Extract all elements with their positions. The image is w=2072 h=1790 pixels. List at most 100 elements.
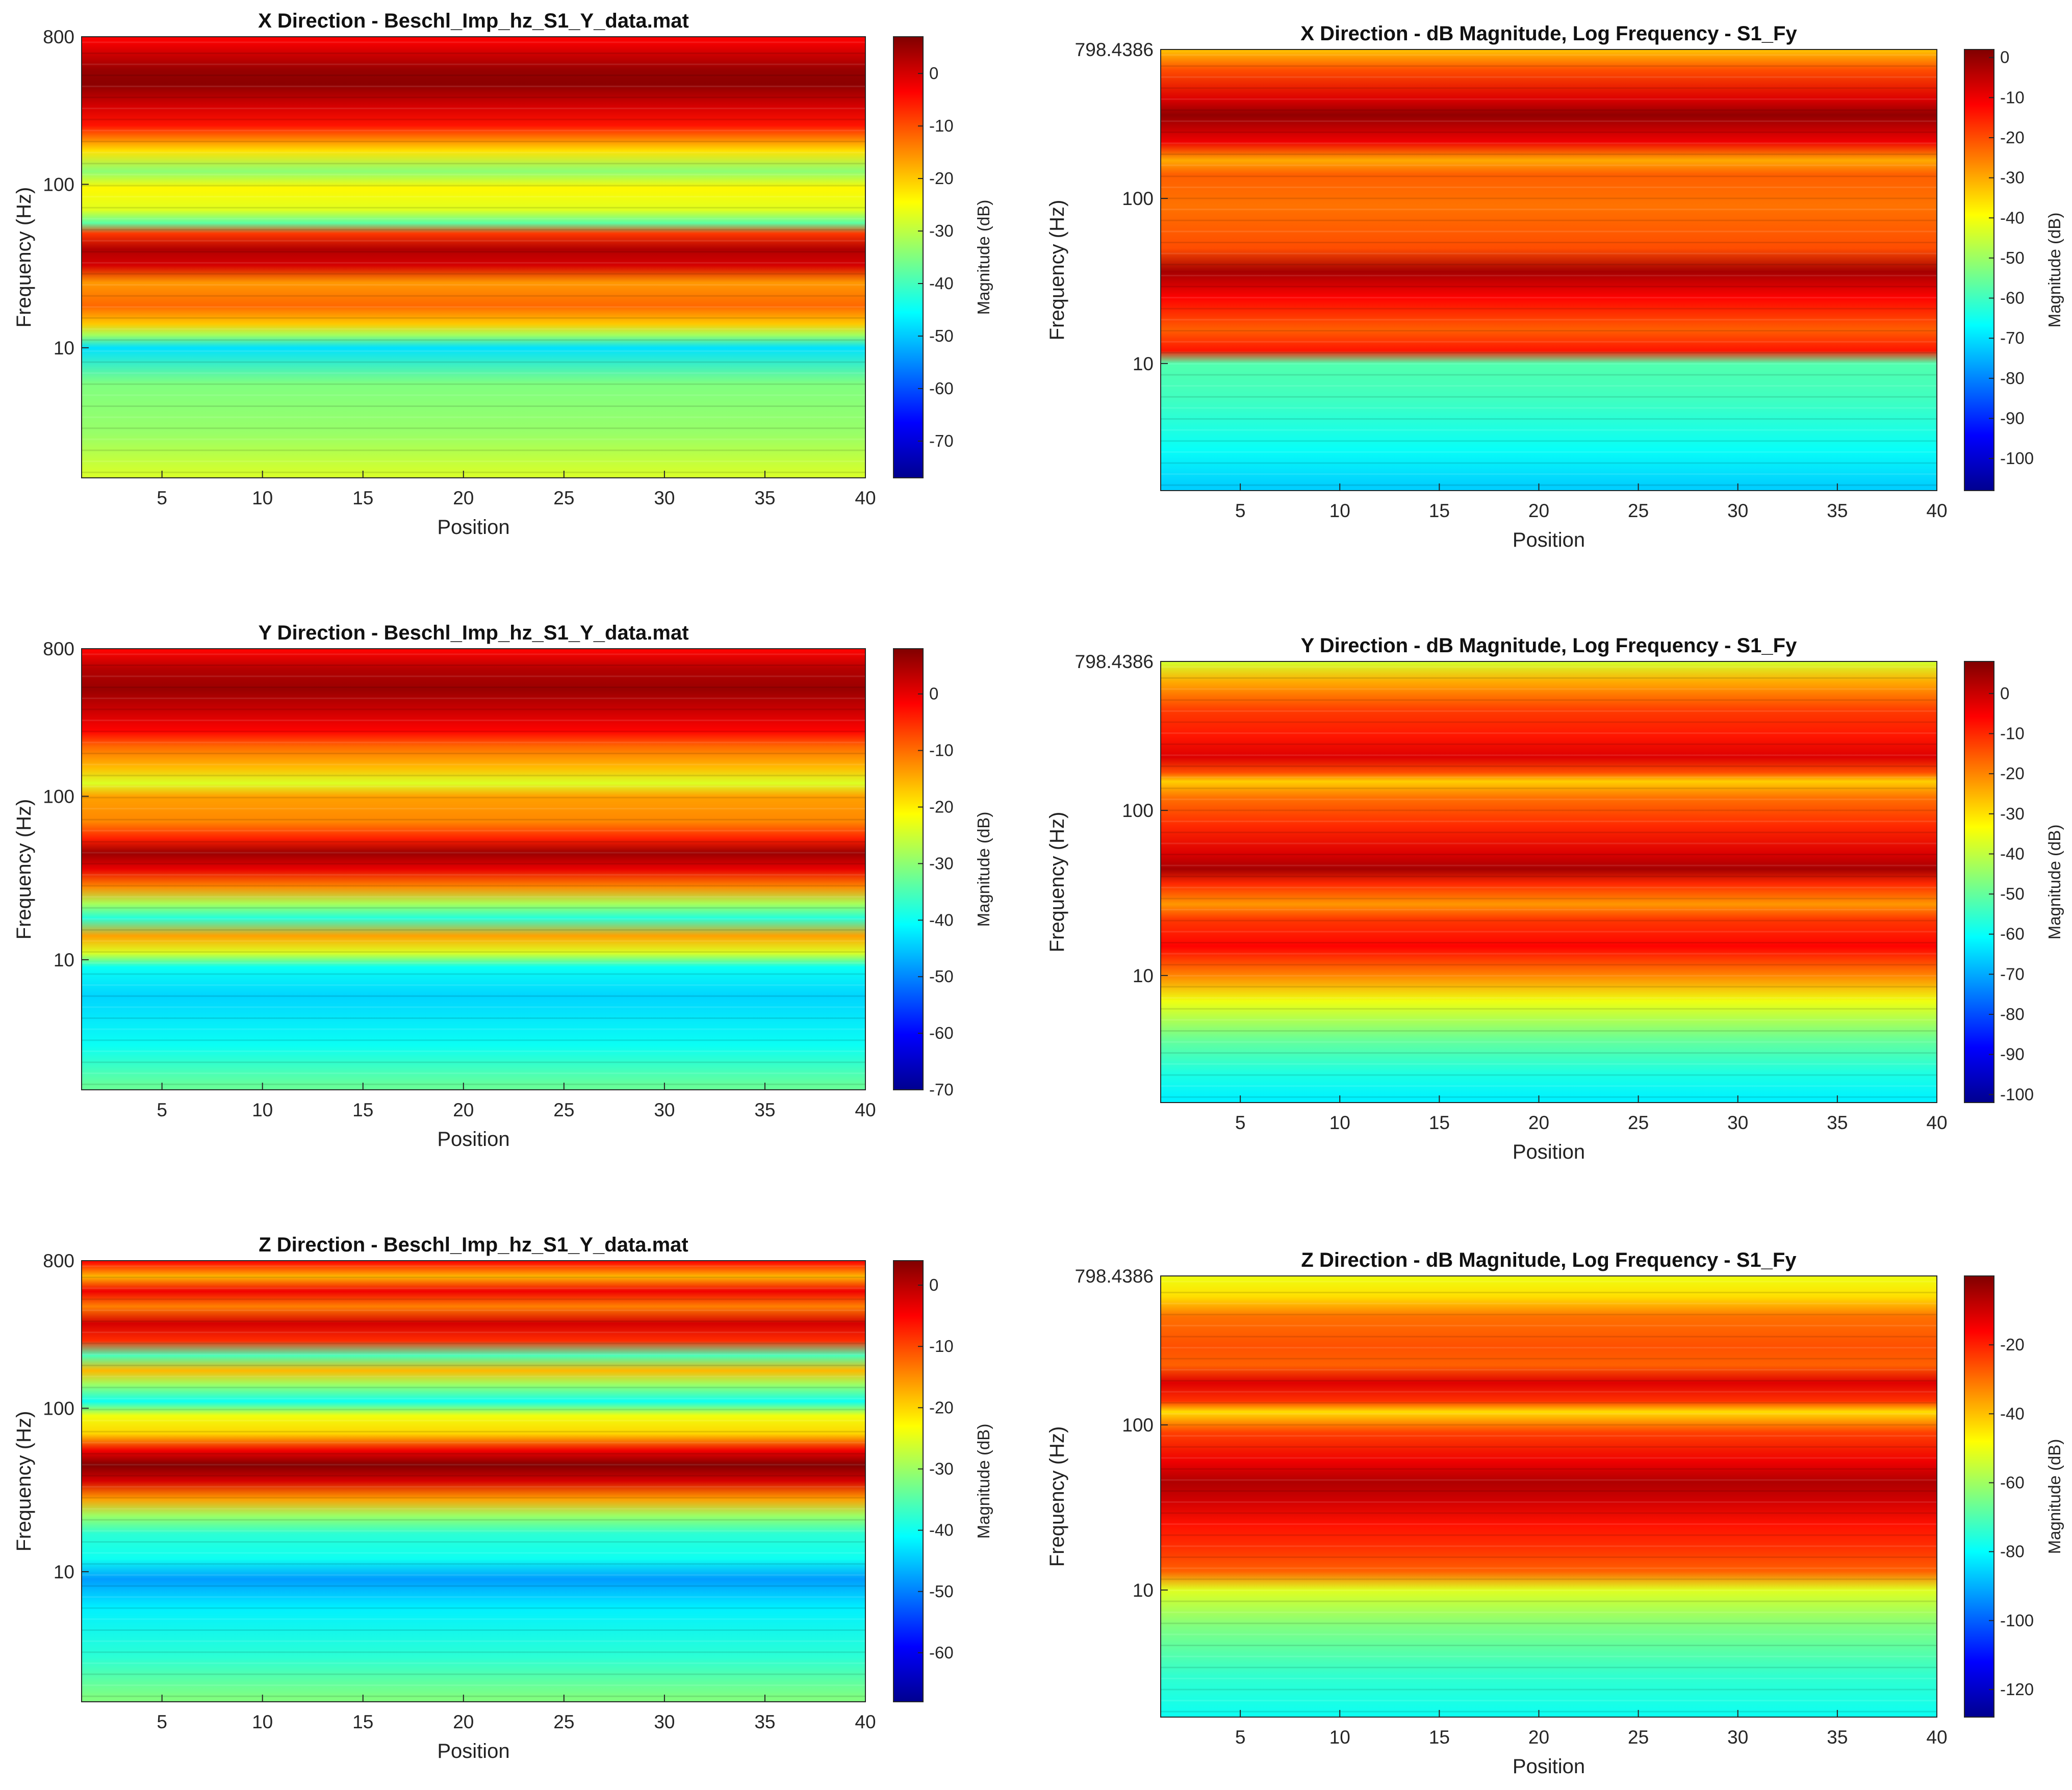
y-tick-label: 798.4386 bbox=[1075, 651, 1154, 672]
y-tick-label: 10 bbox=[1133, 1580, 1154, 1601]
colorbar-tick-label: -120 bbox=[2000, 1680, 2034, 1699]
chart-title: Z Direction - dB Magnitude, Log Frequenc… bbox=[1301, 1249, 1797, 1271]
y-tick-label: 10 bbox=[54, 1562, 74, 1582]
heatmap-image bbox=[1161, 1276, 1937, 1717]
colorbar-tick-label: 0 bbox=[2000, 48, 2009, 67]
x-tick-label: 5 bbox=[1235, 1112, 1246, 1133]
x-tick-label: 35 bbox=[754, 1099, 775, 1120]
y-axis-label: Frequency (Hz) bbox=[1046, 200, 1068, 341]
heatmap-texture bbox=[1161, 666, 1937, 1098]
colorbar-scale bbox=[1964, 1275, 1994, 1718]
colorbar-tick-label: -10 bbox=[929, 1337, 954, 1356]
x-tick-label: 35 bbox=[1827, 1112, 1848, 1133]
x-tick-label: 30 bbox=[654, 1711, 675, 1732]
x-tick-label: 35 bbox=[1827, 500, 1848, 521]
colorbar-tick-label: -40 bbox=[2000, 1404, 2025, 1423]
colorbar-tick-label: -60 bbox=[929, 1643, 954, 1662]
colorbar-tick-label: 0 bbox=[929, 1275, 938, 1294]
x-tick-label: 10 bbox=[252, 488, 273, 508]
x-tick-label: 20 bbox=[453, 1711, 474, 1732]
x-tick-label: 15 bbox=[352, 488, 373, 508]
colorbar-tick-label: -70 bbox=[2000, 328, 2025, 347]
x-tick-label: 25 bbox=[1628, 1727, 1649, 1748]
x-tick-label: 30 bbox=[654, 1099, 675, 1120]
colorbar-tick-label: 0 bbox=[929, 64, 938, 83]
colorbar-tick-label: -40 bbox=[929, 1521, 954, 1540]
x-tick-label: 40 bbox=[1926, 1112, 1947, 1133]
x-tick-label: 35 bbox=[754, 488, 775, 508]
chart-title: X Direction - dB Magnitude, Log Frequenc… bbox=[1300, 22, 1797, 45]
colorbar-tick-label: -60 bbox=[2000, 1473, 2025, 1492]
axes-box bbox=[1160, 49, 1937, 491]
x-axis-label: Position bbox=[1513, 1755, 1585, 1778]
colorbar-label: Magnitude (dB) bbox=[974, 1424, 993, 1539]
heatmap-image bbox=[1161, 49, 1937, 491]
x-tick-label: 40 bbox=[1926, 500, 1947, 521]
y-tick-label: 10 bbox=[1133, 353, 1154, 374]
colorbar: 0 -10 -20 -30 -40 -50 -60 Magnitude (dB) bbox=[893, 1260, 993, 1702]
x-tick-label: 20 bbox=[1528, 1112, 1549, 1133]
chart-panel-1: 5 10 15 20 25 30 35 40 800 100 10 X Direction - Bes… bbox=[13, 10, 993, 539]
axes-box bbox=[1160, 661, 1937, 1103]
x-tick-label: 40 bbox=[855, 1711, 876, 1732]
y-axis-label: Frequency (Hz) bbox=[1046, 1426, 1068, 1567]
colorbar-scale bbox=[893, 36, 924, 478]
colorbar-tick-label: -40 bbox=[2000, 844, 2025, 863]
x-tick-label: 5 bbox=[1235, 500, 1246, 521]
x-tick-label: 10 bbox=[1329, 1727, 1350, 1748]
heatmap-texture bbox=[1161, 54, 1937, 486]
y-tick-label: 10 bbox=[1133, 965, 1154, 986]
chart-panel-4: 5 10 15 20 25 30 35 40 798.4386 100 10 Y Direction … bbox=[1046, 634, 2064, 1163]
colorbar-tick-label: -20 bbox=[929, 169, 954, 188]
heatmap-image bbox=[82, 37, 865, 478]
colorbar-tick-label: -70 bbox=[929, 1080, 954, 1099]
x-tick-label: 40 bbox=[855, 488, 876, 508]
x-tick-label: 10 bbox=[252, 1711, 273, 1732]
x-tick-label: 25 bbox=[553, 1099, 574, 1120]
x-tick-label: 15 bbox=[352, 1099, 373, 1120]
colorbar-tick-label: -50 bbox=[929, 1582, 954, 1601]
x-tick-label: 15 bbox=[1429, 500, 1450, 521]
colorbar-tick-label: -70 bbox=[2000, 964, 2025, 983]
x-tick-label: 35 bbox=[754, 1711, 775, 1732]
x-tick-label: 10 bbox=[252, 1099, 273, 1120]
colorbar-tick-label: -30 bbox=[929, 1459, 954, 1478]
colorbar-tick-label: 0 bbox=[2000, 684, 2009, 703]
colorbar-tick-label: -50 bbox=[2000, 884, 2025, 903]
colorbar-tick-label: -60 bbox=[2000, 289, 2025, 308]
x-tick-label: 30 bbox=[1727, 1112, 1748, 1133]
colorbar-tick-label: -10 bbox=[929, 741, 954, 760]
colorbar: 0 -10 -20 -30 -40 -50 -60 -70 Magnitude (dB) bbox=[893, 36, 993, 478]
y-axis-label: Frequency (Hz) bbox=[13, 799, 35, 940]
colorbar-tick-label: -10 bbox=[2000, 724, 2025, 743]
x-tick-label: 20 bbox=[453, 488, 474, 508]
chart-title: X Direction - Beschl_Imp_hz_S1_Y_data.ma… bbox=[258, 10, 689, 32]
x-tick-label: 20 bbox=[1528, 1727, 1549, 1748]
colorbar-scale bbox=[893, 1260, 924, 1702]
colorbar-tick-label: -80 bbox=[2000, 1005, 2025, 1024]
colorbar-label: Magnitude (dB) bbox=[974, 200, 993, 315]
x-tick-label: 30 bbox=[1727, 1727, 1748, 1748]
colorbar-tick-label: -20 bbox=[2000, 128, 2025, 147]
x-tick-label: 15 bbox=[1429, 1727, 1450, 1748]
colorbar-tick-label: -20 bbox=[2000, 764, 2025, 783]
heatmap-texture bbox=[82, 1265, 865, 1697]
x-tick-label: 15 bbox=[1429, 1112, 1450, 1133]
colorbar-tick-label: -30 bbox=[2000, 804, 2025, 823]
axes-box bbox=[81, 648, 866, 1090]
colorbar-tick-label: -60 bbox=[929, 379, 954, 398]
x-axis-label: Position bbox=[437, 516, 509, 539]
x-tick-label: 30 bbox=[654, 488, 675, 508]
chart-title: Z Direction - Beschl_Imp_hz_S1_Y_data.ma… bbox=[259, 1234, 688, 1256]
colorbar-tick-label: -80 bbox=[2000, 369, 2025, 388]
colorbar-tick-label: -90 bbox=[2000, 1045, 2025, 1064]
y-tick-label: 798.4386 bbox=[1075, 1266, 1154, 1287]
x-tick-label: 5 bbox=[157, 1099, 167, 1120]
x-tick-label: 20 bbox=[1528, 500, 1549, 521]
colorbar: -20 -40 -60 -80 -100 -120 Magnitude (dB) bbox=[1964, 1275, 2064, 1718]
colorbar-label: Magnitude (dB) bbox=[2045, 825, 2064, 940]
heatmap-texture bbox=[82, 41, 865, 473]
y-axis-label: Frequency (Hz) bbox=[1046, 812, 1068, 953]
y-tick-label: 100 bbox=[43, 1398, 74, 1419]
y-tick-label: 800 bbox=[43, 27, 74, 47]
